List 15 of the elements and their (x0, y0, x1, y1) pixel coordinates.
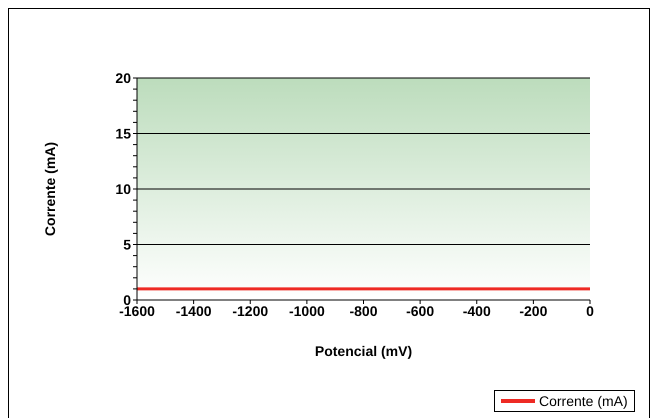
y-tick-label: 10 (115, 180, 132, 197)
y-tick-label: 5 (123, 236, 132, 252)
x-tick-label: -200 (519, 302, 548, 319)
x-tick-label: -1000 (288, 302, 325, 319)
x-tick-label: -1400 (176, 302, 212, 319)
x-tick-label: 0 (586, 302, 594, 319)
x-tick-label: -600 (406, 302, 434, 319)
y-axis-title: Corrente (mA) (42, 142, 58, 236)
x-tick-label: -1200 (232, 302, 268, 319)
x-tick-label: -800 (349, 302, 378, 319)
y-tick-label: 20 (115, 70, 132, 86)
x-tick-label: -400 (462, 302, 491, 319)
x-axis-title: Potencial (mV) (314, 343, 412, 359)
y-tick-label: 15 (115, 125, 132, 142)
legend-label: Corrente (mA) (539, 393, 628, 409)
